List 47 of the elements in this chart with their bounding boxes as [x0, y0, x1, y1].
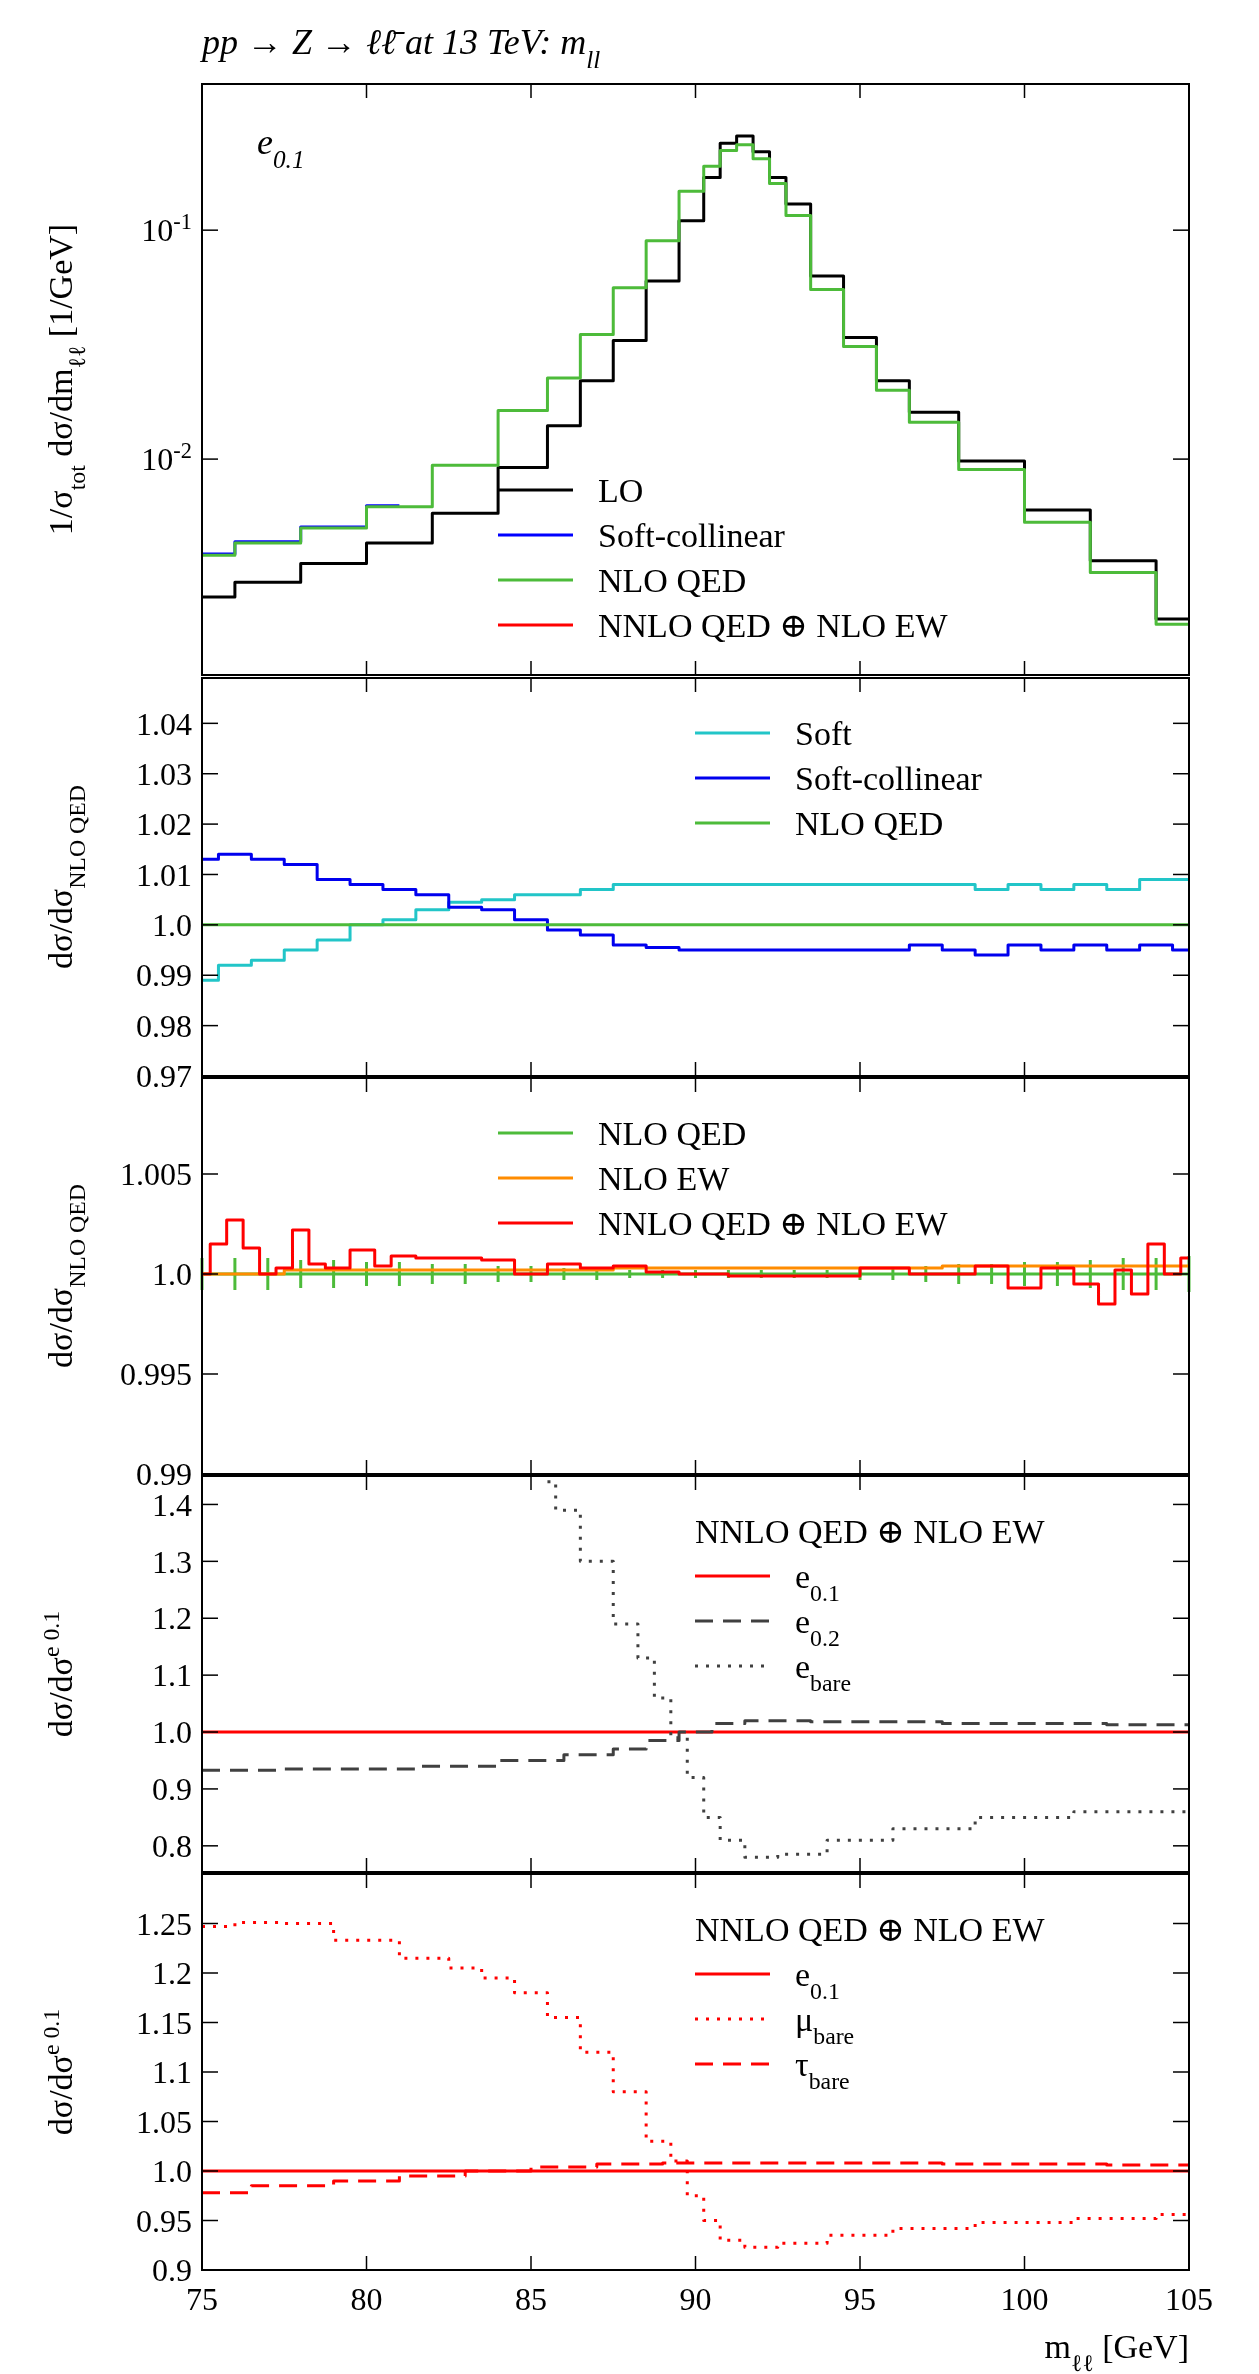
y-tick-label: 1.3 [152, 1543, 192, 1580]
y-tick-label: 1.04 [136, 705, 192, 742]
x-tick-label: 105 [1165, 2281, 1213, 2317]
y-tick-label: 1.02 [136, 806, 192, 843]
y-tick-label: 0.97 [136, 1058, 192, 1095]
y-tick-label: 1.0 [152, 1256, 192, 1293]
x-axis-title: m$_{ℓℓ}$ [GeV] [1044, 2328, 1189, 2374]
legend-label: NLO EW [598, 1159, 731, 1197]
legend-label: LO [598, 471, 644, 509]
y-tick-label: 0.95 [136, 2202, 192, 2239]
y-tick-label: 1.0 [152, 2153, 192, 2190]
y-tick-label: 1.1 [152, 2054, 192, 2091]
legend-label: Soft-collinear [598, 516, 786, 554]
y-tick-label: 1.0 [152, 907, 192, 944]
y-tick-label: 1.2 [152, 1600, 192, 1637]
y-tick-label: 0.995 [120, 1356, 192, 1393]
y-tick-label: 1.03 [136, 755, 192, 792]
legend-label: NLO QED [598, 561, 747, 599]
y-tick-label: 1.1 [152, 1657, 192, 1694]
legend-label: NNLO QED ⊕ NLO EW [598, 606, 949, 644]
y-tick-label: 1.01 [136, 856, 192, 893]
x-tick-label: 90 [679, 2281, 712, 2317]
y-tick-label: 10$^{-1}$ [141, 208, 192, 249]
x-tick-label: 85 [515, 2281, 547, 2317]
y-tick-label: 0.98 [136, 1007, 192, 1044]
chart-title: pp → Z → ℓℓ̄ at 13 TeV: m$_{ll}$ [199, 22, 601, 73]
y-tick-label: 10$^{-2}$ [141, 437, 192, 478]
y-tick-label: 0.9 [152, 1771, 192, 1808]
y-tick-label: 0.99 [136, 957, 192, 994]
annotation: e$_{0.1}$ [257, 122, 305, 173]
legend-label: Soft-collinear [795, 759, 983, 797]
legend-label: NLO QED [795, 804, 944, 842]
y-tick-label: 1.15 [136, 2004, 192, 2041]
x-tick-label: 95 [844, 2281, 876, 2317]
y-tick-label: 1.25 [136, 1905, 192, 1942]
y-tick-label: 1.005 [120, 1156, 192, 1193]
legend-title: NNLO QED ⊕ NLO EW [695, 1910, 1046, 1948]
x-tick-label: 80 [350, 2281, 383, 2317]
y-tick-label: 1.0 [152, 1714, 192, 1751]
legend-label: NLO QED [598, 1114, 747, 1152]
y-tick-label: 0.8 [152, 1828, 192, 1865]
legend-label: Soft [795, 714, 853, 752]
y-tick-label: 1.2 [152, 1955, 192, 1992]
y-tick-label: 1.05 [136, 2103, 192, 2140]
legend-title: NNLO QED ⊕ NLO EW [695, 1512, 1046, 1550]
x-tick-label: 100 [1000, 2281, 1049, 2317]
legend-label: NNLO QED ⊕ NLO EW [598, 1204, 949, 1242]
